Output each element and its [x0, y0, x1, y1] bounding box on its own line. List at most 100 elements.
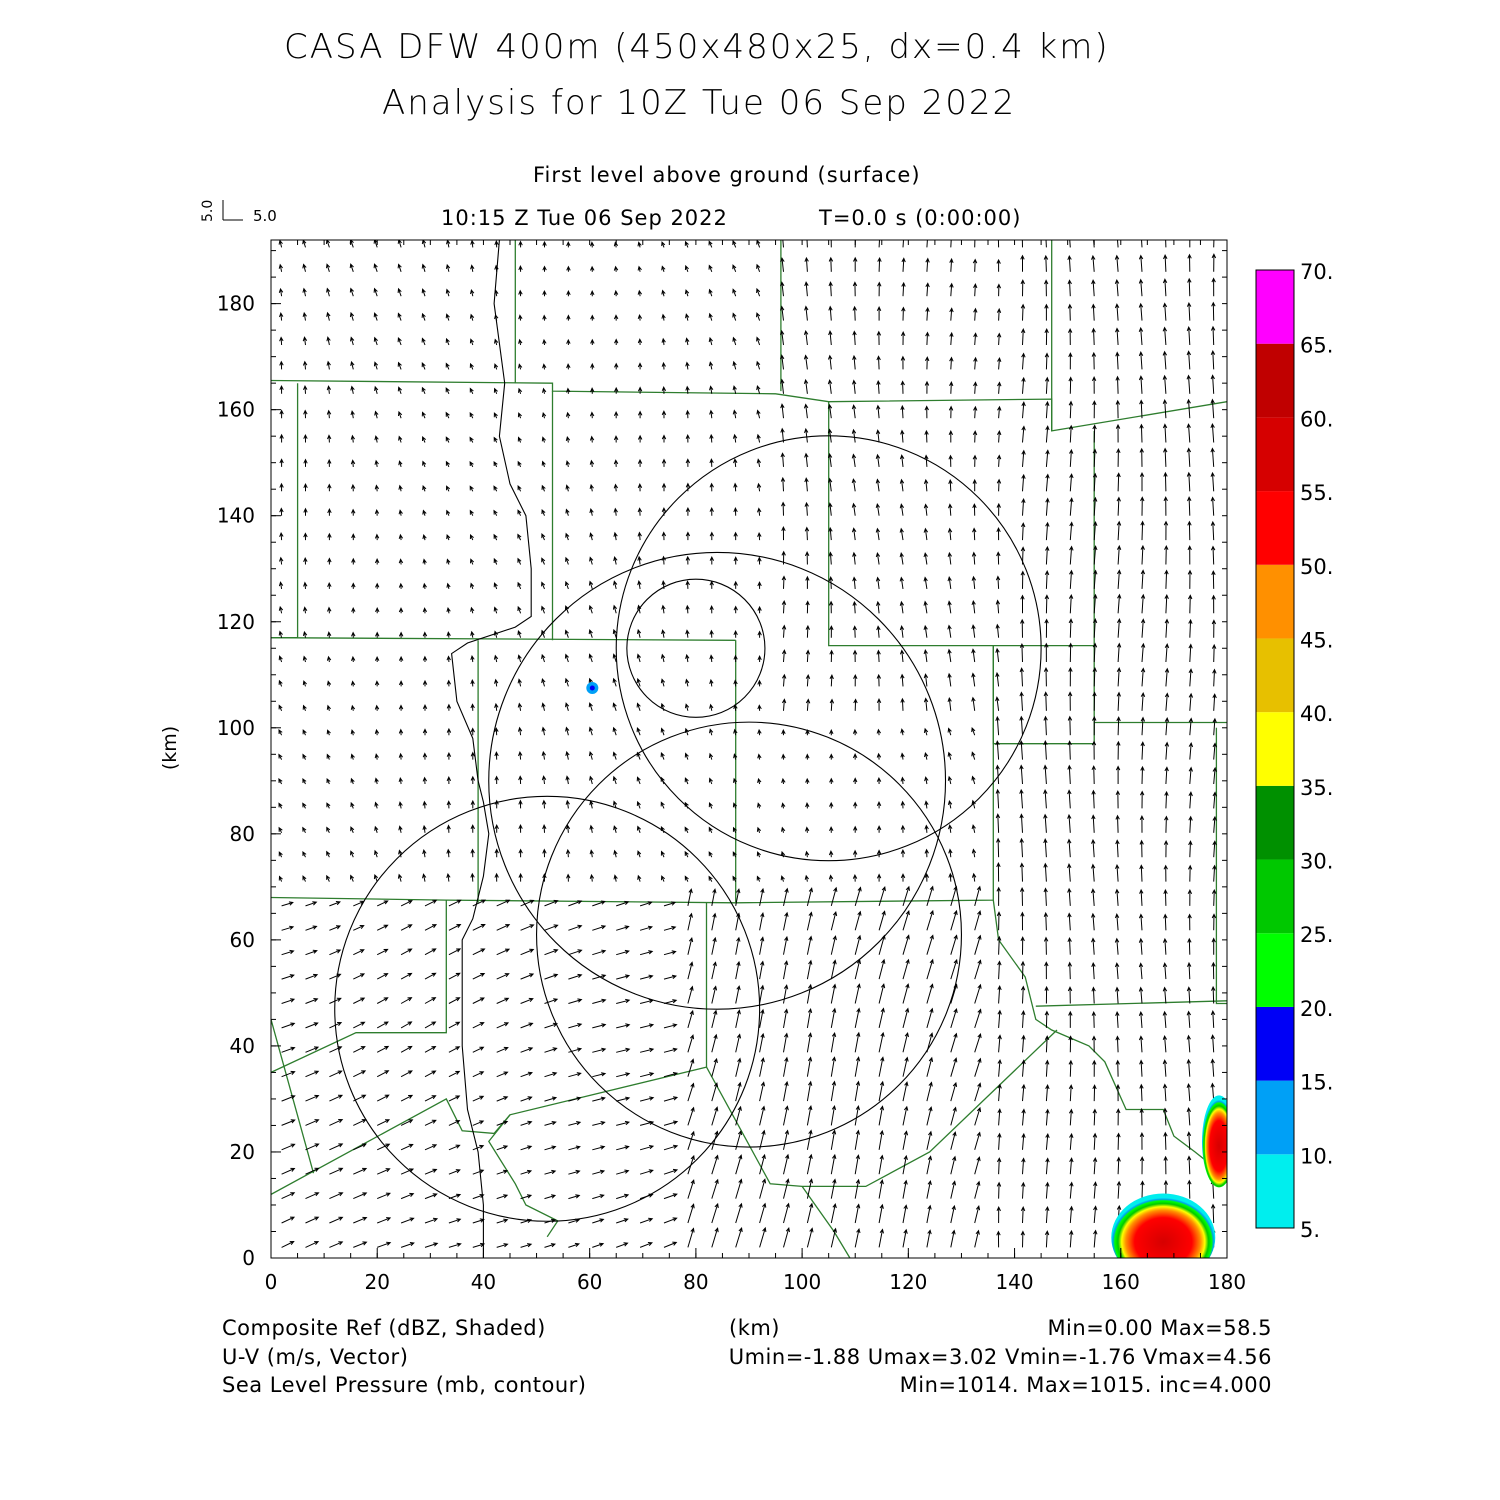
wind-vector [732, 288, 737, 297]
wind-vector [1210, 349, 1216, 370]
wind-vector [877, 281, 882, 297]
county-boundary-19 [271, 1019, 315, 1174]
wind-vector [854, 1203, 861, 1224]
wind-vector [806, 1153, 813, 1175]
wind-vector [852, 281, 858, 297]
wind-vector [637, 531, 642, 541]
wind-vector [1116, 642, 1122, 663]
wind-vector [518, 314, 523, 321]
wind-vector [1116, 691, 1121, 711]
y-tick-label: 0 [242, 1246, 255, 1270]
wind-vector [421, 411, 426, 419]
wind-vector [756, 433, 761, 443]
wind-vector [878, 1228, 884, 1248]
wind-vector [637, 410, 643, 419]
wind-vector [947, 727, 952, 736]
wind-vector [733, 777, 738, 785]
wind-vector [302, 240, 307, 248]
wind-vector [397, 386, 402, 394]
wind-vector [302, 826, 307, 834]
wind-vector [685, 531, 691, 541]
wind-vector [735, 1057, 742, 1077]
wind-vector [470, 872, 475, 882]
wind-vector [708, 752, 714, 760]
wind-vector [851, 428, 857, 443]
wind-vector [854, 1056, 861, 1077]
wind-vector [1091, 303, 1096, 321]
wind-vector [1091, 789, 1096, 809]
wind-vector [592, 1194, 605, 1200]
wind-vector [1210, 374, 1215, 394]
wind-vector [278, 605, 284, 614]
wind-vector [900, 331, 906, 346]
wind-vector [520, 948, 535, 956]
wind-vector [804, 526, 810, 541]
wind-vector [1163, 496, 1168, 516]
wind-vector [422, 509, 427, 516]
wind-vector [1043, 911, 1049, 931]
wind-vector [830, 1227, 837, 1248]
wind-vector [899, 576, 904, 589]
wind-vector [493, 485, 498, 492]
wind-vector [781, 802, 786, 809]
wind-vector [470, 848, 475, 858]
wind-vector [661, 629, 666, 638]
wind-vector [496, 1096, 509, 1102]
wind-vector [950, 934, 958, 955]
wind-vector [496, 1071, 509, 1078]
wind-vector [1045, 449, 1050, 467]
colorbar-label: 35. [1300, 776, 1333, 800]
wind-vector [926, 1130, 933, 1150]
wind-vector [424, 997, 437, 1004]
wind-vector [1021, 449, 1026, 467]
x-tick-label: 120 [889, 1270, 927, 1294]
wind-vector [1164, 692, 1170, 711]
wind-vector [374, 508, 380, 516]
wind-vector [1068, 618, 1074, 638]
wind-vector [493, 606, 498, 614]
wind-vector [353, 949, 365, 956]
wind-vector [544, 1169, 557, 1175]
wind-vector [493, 630, 499, 638]
wind-vector [829, 674, 834, 687]
county-boundary-5 [1051, 240, 1227, 432]
wind-vector [565, 508, 570, 516]
wind-vector [828, 551, 833, 565]
wind-vector [376, 973, 389, 980]
wind-vector [544, 1047, 558, 1053]
wind-vector [568, 998, 583, 1004]
wind-vector [663, 1144, 679, 1151]
wind-vector [566, 265, 571, 272]
wind-vector [877, 256, 882, 272]
wind-vector [783, 935, 789, 955]
wind-vector [1138, 254, 1144, 272]
wind-vector [1163, 1107, 1168, 1126]
wind-vector [445, 313, 450, 321]
wind-vector [397, 873, 403, 882]
wind-vector [684, 264, 689, 272]
wind-vector [950, 1131, 957, 1150]
wind-vector [996, 837, 1001, 858]
wind-vector [305, 901, 318, 907]
wind-vector [827, 452, 833, 467]
wind-vector [446, 606, 451, 614]
wind-vector [326, 850, 331, 858]
wind-vector [687, 888, 693, 906]
wind-vector [828, 477, 833, 492]
wind-vector [947, 600, 952, 614]
wind-vector [1210, 1058, 1215, 1077]
wind-vector [588, 604, 593, 614]
wind-vector [781, 624, 787, 638]
colorbar-label: 20. [1300, 997, 1333, 1021]
wind-vector [876, 600, 881, 614]
wind-vector [973, 405, 978, 419]
wind-vector [281, 1143, 296, 1151]
wind-vector [1164, 667, 1170, 687]
wind-vector [685, 678, 690, 687]
wind-vector [612, 653, 617, 663]
wind-vector [947, 624, 952, 638]
wind-vector [733, 753, 738, 760]
wind-vector [900, 776, 905, 785]
wind-vector [830, 983, 837, 1004]
wind-vector [995, 788, 1000, 809]
